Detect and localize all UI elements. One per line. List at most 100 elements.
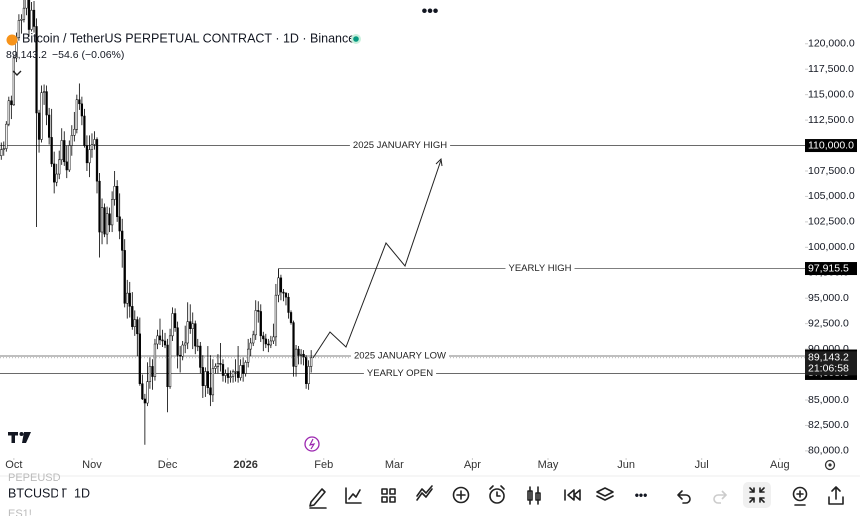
tv-logo xyxy=(8,432,31,443)
candle-body xyxy=(156,335,159,345)
y-tick-label: 115,000.0 xyxy=(808,88,854,100)
share-tool[interactable] xyxy=(828,486,844,505)
candle-body xyxy=(239,365,242,378)
candle-body xyxy=(194,323,197,347)
candle-body xyxy=(304,356,308,384)
y-tick-label: 112,500.0 xyxy=(808,114,854,126)
layers-tool[interactable] xyxy=(596,487,614,501)
collapse-toggle[interactable] xyxy=(12,70,22,76)
indicators-tool[interactable] xyxy=(345,487,362,504)
candle-body xyxy=(25,0,28,9)
level-label: 2025 JANUARY HIGH xyxy=(353,140,447,151)
candle-body xyxy=(262,335,265,340)
x-tick-label: Mar xyxy=(385,459,404,471)
candle-body xyxy=(257,310,260,312)
candle-body xyxy=(121,230,124,251)
y-tick-label: 82,500.0 xyxy=(808,419,849,431)
candle-body xyxy=(37,112,41,140)
x-tick-label: Jun xyxy=(617,459,635,471)
x-tick-label: Feb xyxy=(314,459,333,471)
candle-body xyxy=(158,335,162,341)
candle-body xyxy=(310,357,313,367)
y-tick-label: 107,500.0 xyxy=(808,165,855,177)
more-menu[interactable]: ••• xyxy=(422,3,439,20)
watchlist-item[interactable]: PEPEUSD xyxy=(8,472,61,484)
candle-body xyxy=(244,362,247,374)
candle-body xyxy=(75,99,78,130)
candle-body xyxy=(22,7,26,20)
candle-body xyxy=(146,381,149,404)
candle-body xyxy=(231,371,235,377)
header-change: −54.6 (−0.06%) xyxy=(52,49,124,61)
price-box-label: 110,000.0 xyxy=(808,139,854,151)
alert-tool[interactable] xyxy=(489,488,505,504)
redo[interactable] xyxy=(713,490,728,504)
candle-body xyxy=(219,363,222,365)
candle-body xyxy=(216,363,220,367)
candle-body xyxy=(229,376,232,378)
y-tick-label: 80,000.0 xyxy=(808,445,849,457)
watchlist-item[interactable]: ES1! xyxy=(8,508,32,516)
candle-body xyxy=(108,213,111,226)
symbol-button[interactable]: BTCUSDT xyxy=(8,486,67,500)
level-label-bg xyxy=(350,350,450,363)
candle-body xyxy=(131,306,134,327)
candle-body xyxy=(289,312,293,323)
candle-body xyxy=(267,343,270,346)
layout-tool[interactable] xyxy=(381,488,396,503)
candle-body xyxy=(113,186,116,200)
settings-icon[interactable] xyxy=(824,459,836,471)
compare-tool[interactable] xyxy=(416,485,433,501)
level-label-bg xyxy=(349,139,451,152)
interval-button[interactable]: 1D xyxy=(74,486,90,500)
candle-body xyxy=(236,371,240,378)
replay-tool[interactable] xyxy=(564,489,581,501)
candle-body xyxy=(163,340,167,346)
candle-body xyxy=(277,277,280,296)
candle-body xyxy=(292,322,295,367)
candle-body xyxy=(0,149,3,156)
level-label: 2025 JANUARY LOW xyxy=(354,351,446,362)
candle-body xyxy=(166,344,169,388)
watch-add[interactable] xyxy=(792,486,808,502)
fullscreen-tool[interactable] xyxy=(749,487,765,503)
candle-body xyxy=(30,9,33,30)
candle-body xyxy=(274,294,278,338)
candle-body xyxy=(153,343,157,377)
candle-body xyxy=(20,19,23,21)
candle-body xyxy=(282,291,285,294)
candle-body xyxy=(133,319,136,327)
coin-icon xyxy=(6,34,18,46)
more-tools[interactable]: ••• xyxy=(635,488,648,502)
candle-body xyxy=(269,340,272,346)
x-tick-label: 2026 xyxy=(233,459,257,471)
x-tick-label: Aug xyxy=(770,459,790,471)
candle-body xyxy=(2,148,5,150)
add-tool[interactable] xyxy=(452,486,470,504)
price-box xyxy=(805,262,857,276)
candle-body xyxy=(63,140,66,163)
axes: 80,000.082,500.085,000.087,500.090,000.0… xyxy=(5,38,857,471)
draw-tool[interactable] xyxy=(309,488,327,509)
candle-body xyxy=(95,139,99,182)
candle-body xyxy=(10,100,13,106)
candle-body xyxy=(294,348,298,367)
candle-body xyxy=(201,367,204,386)
candle-body xyxy=(105,213,109,235)
candle-body xyxy=(242,365,245,374)
undo[interactable] xyxy=(677,490,691,504)
candle-body xyxy=(299,353,303,356)
plot-area xyxy=(0,0,805,445)
candle-body xyxy=(234,371,237,373)
candle-body xyxy=(196,345,199,348)
x-tick-label: Apr xyxy=(464,459,481,471)
candle-body xyxy=(189,321,192,329)
candle-body xyxy=(126,292,129,304)
y-tick-label: 120,000.0 xyxy=(808,38,855,50)
candle-body xyxy=(226,373,230,378)
candle-body xyxy=(151,366,154,377)
candles-tool[interactable] xyxy=(527,486,541,505)
events-icon[interactable] xyxy=(304,436,320,452)
candle-body xyxy=(12,57,15,106)
